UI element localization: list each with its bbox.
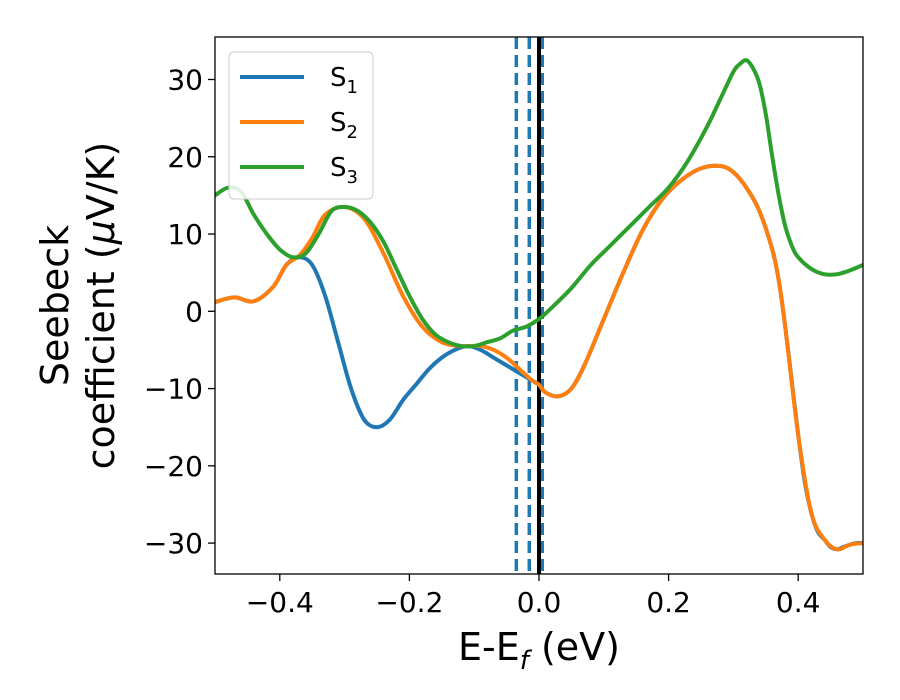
y-tick-label: 10	[167, 218, 203, 251]
y-tick-label: −20	[144, 450, 203, 483]
y-axis-label-mu: μ	[79, 220, 123, 245]
x-axis-label-unit: (eV)	[529, 625, 620, 669]
series-lines	[215, 58, 863, 552]
y-axis-label-line1: Seebeck	[33, 225, 77, 386]
legend-label-s2: S2	[330, 108, 358, 143]
x-tick-label: 0.2	[646, 586, 691, 619]
y-tick-label: 0	[185, 295, 203, 328]
x-tick-label: −0.2	[375, 586, 443, 619]
legend-label-s3: S3	[330, 153, 358, 188]
y-tick-label: 30	[167, 63, 203, 96]
x-tick-label: 0.0	[517, 586, 562, 619]
legend: S1 S2 S3	[228, 51, 374, 200]
y-axis: −30 −20 −10 0 10 20 30	[144, 63, 215, 560]
series-line-s3	[215, 58, 863, 349]
y-axis-label: Seebeck coefficient (μV/K)	[33, 142, 123, 470]
y-axis-label-suffix: V/K)	[79, 142, 123, 221]
legend-label-s1: S1	[330, 63, 358, 98]
y-tick-label: 20	[167, 141, 203, 174]
x-axis-label-main: E-E	[458, 625, 520, 669]
x-tick-label: −0.4	[246, 586, 314, 619]
x-axis-label: E-Ef (eV)	[458, 625, 620, 676]
x-axis: −0.4 −0.2 0.0 0.2 0.4	[246, 574, 821, 619]
legend-box	[228, 51, 374, 200]
y-tick-label: −30	[144, 527, 203, 560]
y-tick-label: −10	[144, 373, 203, 406]
y-axis-label-prefix: coefficient (	[79, 244, 123, 469]
x-tick-label: 0.4	[776, 586, 821, 619]
reference-lines	[514, 37, 544, 574]
y-axis-label-line2: coefficient (μV/K)	[79, 142, 123, 470]
